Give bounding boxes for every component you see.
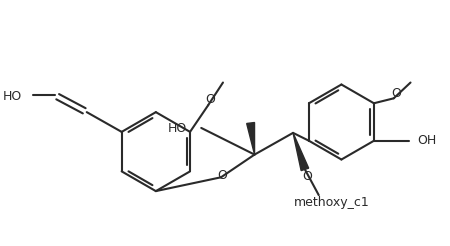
Text: O: O — [205, 93, 215, 106]
Text: HO: HO — [168, 123, 188, 135]
Text: O: O — [217, 169, 227, 182]
Text: OH: OH — [418, 134, 436, 147]
Polygon shape — [247, 123, 255, 154]
Text: O: O — [391, 87, 401, 100]
Polygon shape — [293, 133, 309, 171]
Text: HO: HO — [2, 90, 22, 103]
Text: O: O — [302, 170, 312, 183]
Text: methoxy_c1: methoxy_c1 — [294, 197, 369, 209]
